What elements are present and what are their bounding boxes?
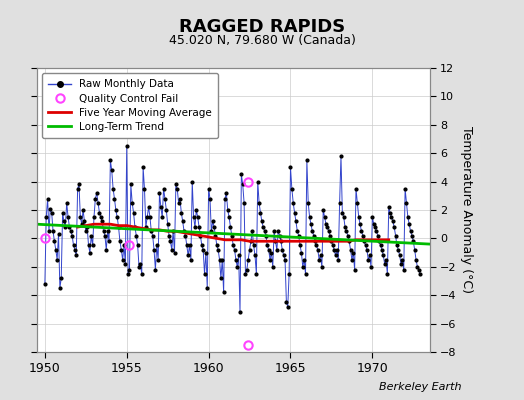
Y-axis label: Temperature Anomaly (°C): Temperature Anomaly (°C) xyxy=(460,126,473,294)
Text: RAGGED RAPIDS: RAGGED RAPIDS xyxy=(179,18,345,36)
Text: 45.020 N, 79.680 W (Canada): 45.020 N, 79.680 W (Canada) xyxy=(169,34,355,47)
Text: Berkeley Earth: Berkeley Earth xyxy=(379,382,461,392)
Legend: Raw Monthly Data, Quality Control Fail, Five Year Moving Average, Long-Term Tren: Raw Monthly Data, Quality Control Fail, … xyxy=(42,73,219,138)
